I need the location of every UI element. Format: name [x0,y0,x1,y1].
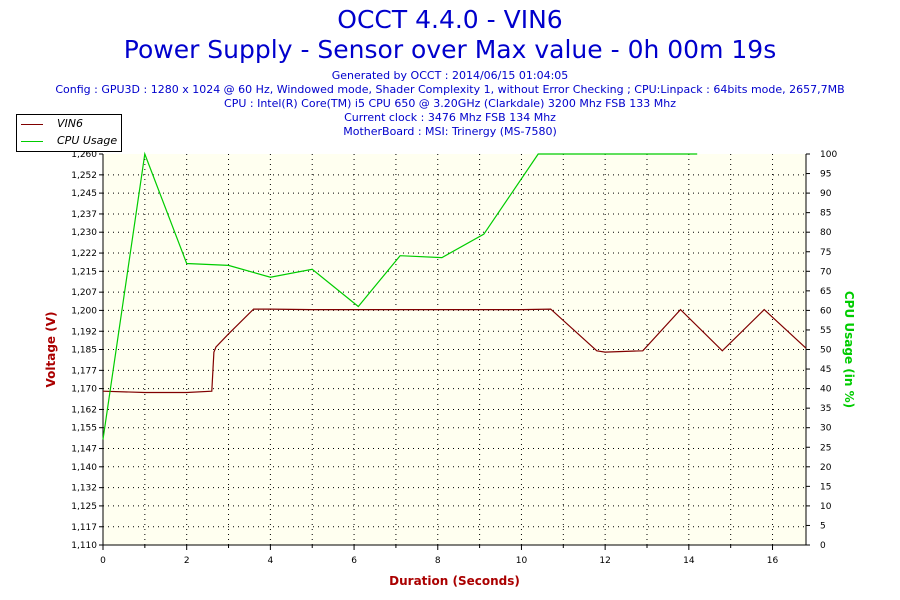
y-tick-label: 1,110 [71,541,97,551]
chart-subtitle: Power Supply - Sensor over Max value - 0… [123,35,777,64]
y-tick-label: 1,155 [71,424,97,434]
y2-tick-label: 65 [820,287,831,297]
y-tick-label: 1,117 [71,523,97,533]
y2-tick-label: 45 [820,365,831,375]
y-axis-label: Voltage (V) [44,312,58,388]
series-line-cpu-usage [102,151,698,440]
legend-label-cpu-usage: CPU Usage [57,134,118,147]
y2-axis-label: CPU Usage (in %) [842,291,856,408]
y-tick-label: 1,245 [71,189,97,199]
y2-tick-label: 100 [820,150,837,160]
series-line-vin6 [102,308,807,394]
y-tick-label: 1,192 [71,327,97,337]
legend-item-vin6: VIN6 [21,116,121,132]
x-tick-label: 12 [599,556,610,566]
y2-tick-label: 30 [820,424,832,434]
info-cpu: CPU : Intel(R) Core(TM) i5 CPU 650 @ 3.2… [224,97,676,110]
y2-tick-label: 20 [820,463,832,473]
y2-tick-label: 50 [820,346,832,356]
y2-tick-label: 40 [820,385,832,395]
legend-swatch-vin6 [21,124,43,125]
y2-tick-label: 5 [820,521,826,531]
y-tick-label: 1,230 [71,228,97,238]
y-tick-label: 1,185 [71,346,97,356]
x-tick-label: 4 [268,556,274,566]
chart-title: OCCT 4.4.0 - VIN6 [337,5,563,34]
legend-label-vin6: VIN6 [57,117,83,130]
y-tick-label: 1,162 [71,405,97,415]
y-tick-label: 1,132 [71,484,97,494]
y-tick-label: 1,140 [71,463,97,473]
y-tick-label: 1,222 [71,249,97,259]
x-axis-label: Duration (Seconds) [389,574,520,588]
y-tick-label: 1,125 [71,502,97,512]
y2-tick-label: 55 [820,326,831,336]
x-tick-label: 10 [516,556,528,566]
y2-tick-label: 15 [820,482,831,492]
y2-tick-label: 25 [820,443,831,453]
y2-tick-label: 60 [820,306,832,316]
info-motherboard: MotherBoard : MSI: Trinergy (MS-7580) [343,125,557,138]
y-tick-label: 1,177 [71,366,97,376]
y-tick-label: 1,147 [71,445,97,455]
y2-tick-label: 10 [820,502,832,512]
y2-tick-label: 80 [820,228,832,238]
y-tick-label: 1,207 [71,288,97,298]
x-tick-label: 14 [683,556,695,566]
x-tick-label: 6 [351,556,357,566]
x-tick-label: 2 [184,556,190,566]
y-tick-label: 1,237 [71,210,97,220]
y2-tick-label: 75 [820,248,831,258]
y2-tick-label: 0 [820,541,826,551]
info-generated: Generated by OCCT : 2014/06/15 01:04:05 [331,69,569,82]
y2-tick-label: 85 [820,209,831,219]
x-tick-label: 0 [100,556,106,566]
x-tick-label: 16 [767,556,779,566]
y-tick-label: 1,200 [71,306,97,316]
legend: VIN6 CPU Usage [16,114,122,152]
y-tick-label: 1,252 [71,171,97,181]
y-tick-label: 1,170 [71,385,97,395]
y2-tick-label: 95 [820,170,831,180]
y2-tick-label: 35 [820,404,831,414]
legend-swatch-cpu-usage [21,141,43,142]
x-tick-label: 8 [435,556,441,566]
legend-item-cpu-usage: CPU Usage [21,133,121,149]
y2-tick-label: 90 [820,189,832,199]
y-tick-label: 1,215 [71,267,97,277]
info-current-clock: Current clock : 3476 Mhz FSB 134 Mhz [344,111,556,124]
info-config: Config : GPU3D : 1280 x 1024 @ 60 Hz, Wi… [55,83,845,96]
y2-tick-label: 70 [820,267,832,277]
y-tick-label: 1,260 [71,150,97,160]
